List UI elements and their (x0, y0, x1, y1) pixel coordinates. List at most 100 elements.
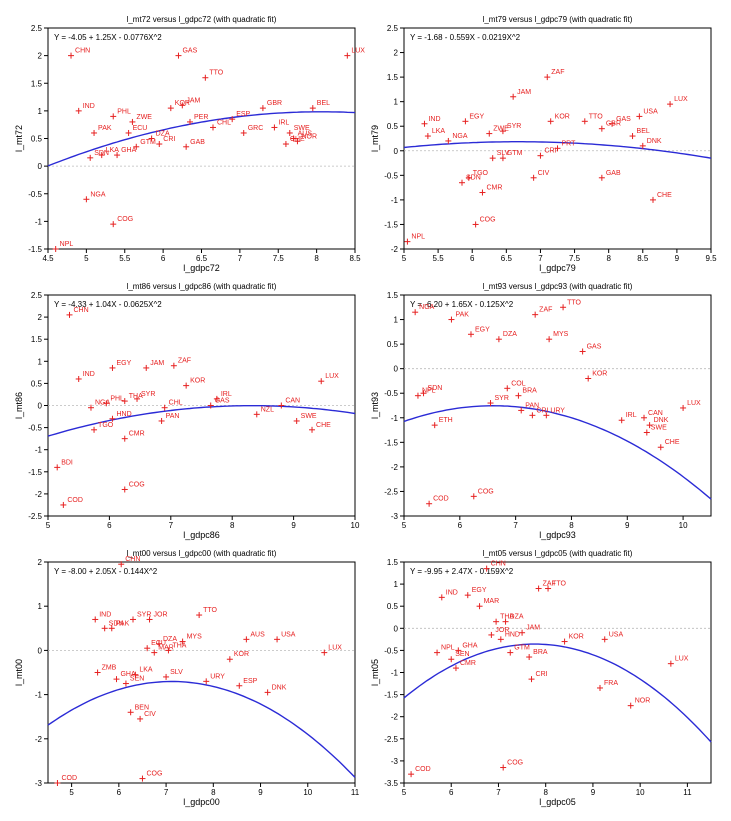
svg-text:1: 1 (393, 580, 398, 589)
point-label: CHN (73, 307, 88, 314)
point-label: BDI (61, 459, 73, 466)
data-point: COG (122, 481, 145, 492)
svg-text:2: 2 (38, 558, 43, 567)
point-label: CHE (657, 192, 672, 199)
svg-text:-2.5: -2.5 (28, 512, 42, 521)
point-label: TTO (552, 581, 566, 588)
point-label: COD (67, 497, 83, 504)
svg-text:9: 9 (291, 521, 296, 530)
svg-text:7: 7 (496, 788, 501, 797)
point-label: USA (281, 631, 296, 638)
svg-text:-0.5: -0.5 (384, 171, 398, 180)
point-label: GHA (462, 642, 478, 649)
plot-frame (404, 28, 711, 249)
point-label: GTM (506, 150, 522, 157)
data-point: CRI (528, 671, 547, 682)
data-point: CHE (657, 439, 679, 450)
data-point: DZA (495, 331, 516, 342)
data-point: COG (500, 760, 523, 771)
point-label: NPL (60, 241, 74, 248)
data-point: GAS (175, 48, 197, 59)
svg-text:0: 0 (38, 402, 43, 411)
point-label: COG (129, 481, 145, 488)
point-label: IND (83, 103, 95, 110)
point-label: CAN (648, 410, 663, 417)
data-point: MYS (546, 331, 569, 342)
chart-panel-p00: l_mt00 versus l_gdpc00 (with quadratic f… (10, 544, 366, 811)
x-axis-label: l_gdpc05 (539, 797, 576, 807)
point-label: CMR (486, 185, 502, 192)
svg-text:6.5: 6.5 (500, 254, 512, 263)
data-point: KOR (547, 113, 569, 124)
svg-text:1: 1 (393, 98, 398, 107)
chart-panel-p93: l_mt93 versus l_gdpc93 (with quadratic f… (366, 277, 722, 544)
data-point: NPL (434, 645, 455, 656)
x-axis-label: l_gdpc00 (183, 797, 220, 807)
plot-frame (404, 295, 711, 516)
data-point: BDI (54, 459, 73, 470)
data-point: URY (203, 673, 225, 684)
data-point: LUX (667, 96, 688, 107)
point-label: COG (146, 771, 162, 778)
x-axis-label: l_gdpc79 (539, 263, 576, 273)
svg-text:-1.5: -1.5 (384, 691, 398, 700)
data-point: SWE (643, 425, 666, 436)
svg-text:8: 8 (314, 254, 319, 263)
svg-text:0: 0 (38, 162, 43, 171)
data-point: COD (54, 775, 77, 786)
svg-text:0.5: 0.5 (386, 340, 398, 349)
svg-text:5: 5 (401, 521, 406, 530)
point-label: NZL (261, 406, 274, 413)
point-label: NGA (90, 191, 106, 198)
point-label: TGO (98, 422, 114, 429)
point-label: TTO (209, 70, 223, 77)
data-point: COG (470, 488, 493, 499)
point-label: BEL (317, 100, 330, 107)
svg-text:0.5: 0.5 (386, 602, 398, 611)
chart-panel-p79: l_mt79 versus l_gdpc79 (with quadratic f… (366, 10, 722, 277)
data-point: CRI (537, 148, 556, 159)
svg-text:2: 2 (393, 49, 398, 58)
point-label: NGA (419, 304, 435, 311)
y-axis-label: l_mt05 (370, 659, 380, 686)
svg-text:10: 10 (303, 788, 312, 797)
point-label: GAB (605, 170, 620, 177)
point-label: LKA (431, 128, 445, 135)
chart-panel-p72: l_mt72 versus l_gdpc72 (with quadratic f… (10, 10, 366, 277)
point-label: USA (643, 108, 658, 115)
svg-text:8: 8 (230, 521, 235, 530)
svg-text:-1.5: -1.5 (28, 245, 42, 254)
point-label: KOR (592, 370, 607, 377)
point-label: ZAF (178, 358, 191, 365)
svg-text:6: 6 (107, 521, 112, 530)
point-label: MYS (553, 331, 569, 338)
svg-text:-0.5: -0.5 (384, 389, 398, 398)
data-point: DNK (265, 684, 287, 695)
point-label: LUX (687, 400, 701, 407)
svg-text:-0.5: -0.5 (384, 646, 398, 655)
data-point: COD (426, 496, 449, 507)
svg-text:11: 11 (683, 788, 692, 797)
data-point: GAB (598, 170, 620, 181)
point-label: KOR (190, 378, 205, 385)
point-label: JAM (150, 360, 164, 367)
equation-text: Y = -4.05 + 1.25X - 0.0776X^2 (54, 33, 162, 42)
data-point: NGA (83, 191, 106, 202)
data-point: MYS (180, 634, 203, 645)
point-label: NOR (634, 698, 650, 705)
data-point: BRA (515, 388, 537, 399)
point-label: TTO (203, 607, 217, 614)
data-point: CHE (309, 422, 331, 433)
fit-curve (48, 682, 355, 778)
data-point: CMR (452, 660, 475, 671)
svg-text:7.5: 7.5 (568, 254, 580, 263)
svg-text:5: 5 (69, 788, 74, 797)
svg-text:5: 5 (401, 254, 406, 263)
point-label: JOR (154, 611, 168, 618)
svg-text:6.5: 6.5 (196, 254, 208, 263)
point-label: ECU (133, 125, 148, 132)
svg-text:5.5: 5.5 (119, 254, 131, 263)
svg-text:7: 7 (169, 521, 174, 530)
point-label: CIV (144, 711, 156, 718)
data-point: ZWE (129, 114, 152, 125)
